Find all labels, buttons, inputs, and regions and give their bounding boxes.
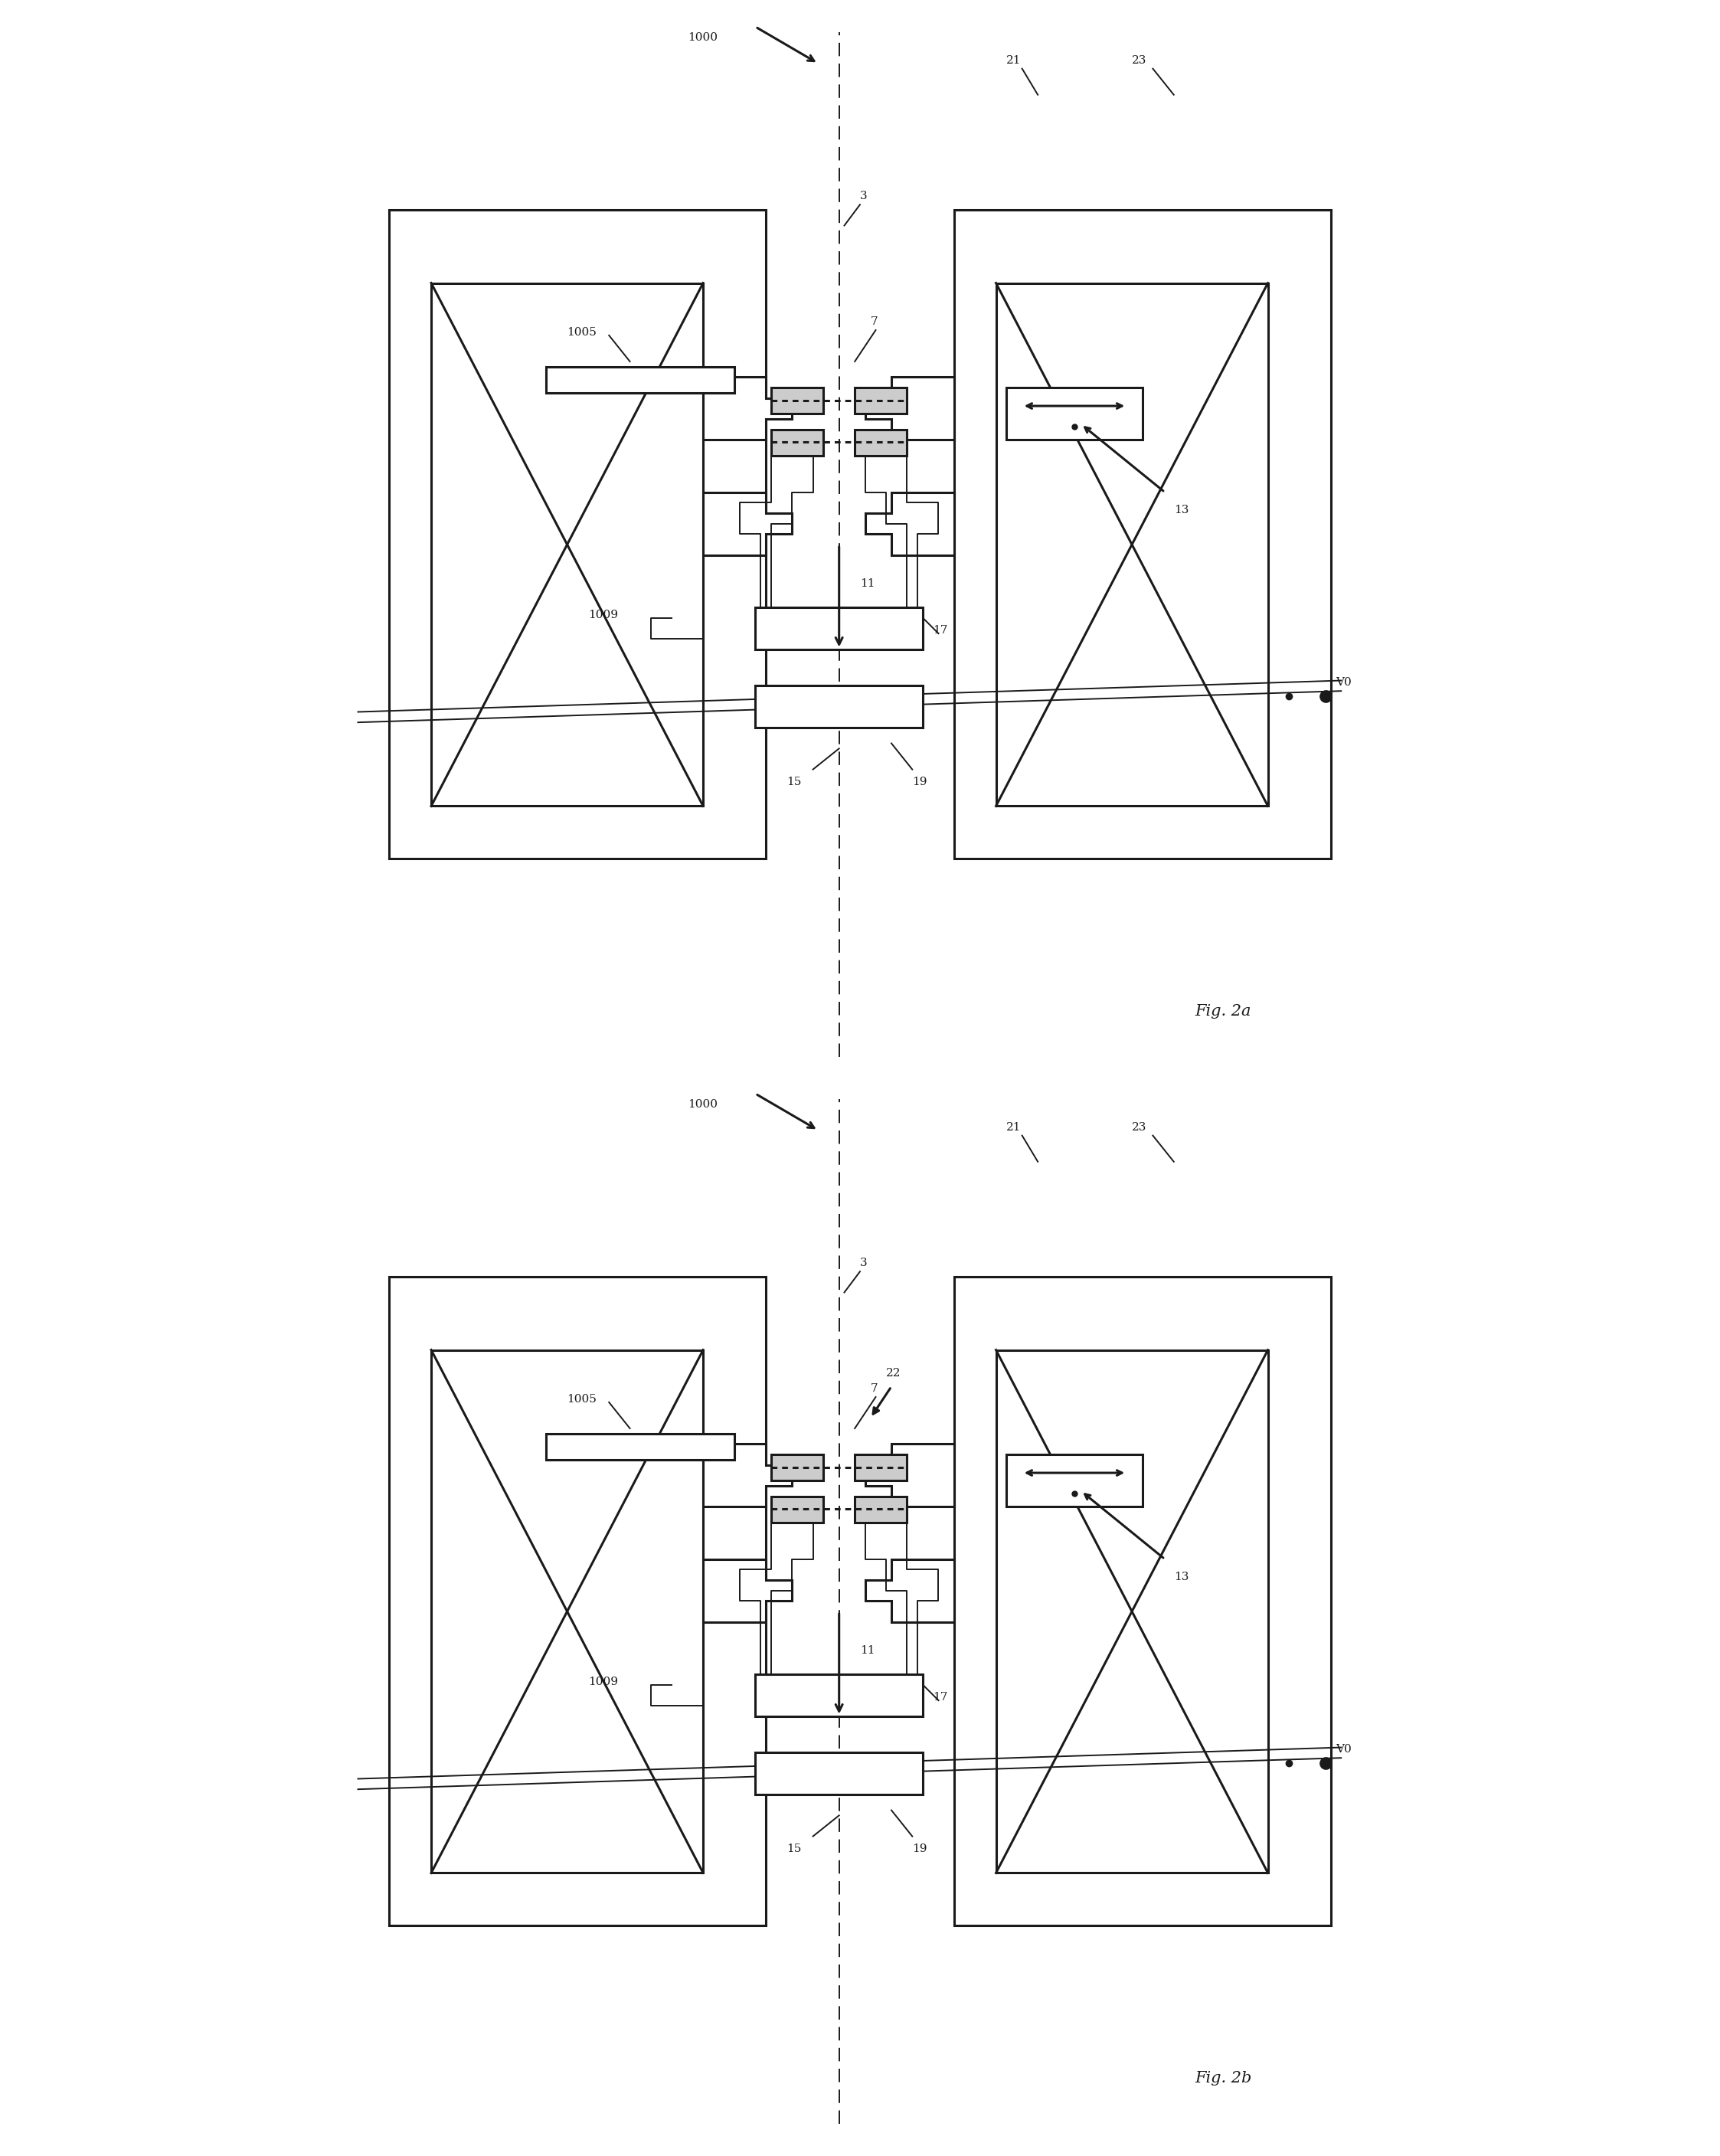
Text: Fig. 2a: Fig. 2a xyxy=(1195,1005,1250,1018)
Text: 19: 19 xyxy=(912,776,927,787)
Text: 13: 13 xyxy=(1173,1572,1189,1583)
Bar xyxy=(1006,1455,1142,1507)
Bar xyxy=(755,686,922,727)
Text: 1005: 1005 xyxy=(568,1393,597,1404)
Text: 1009: 1009 xyxy=(588,610,617,621)
Bar xyxy=(547,1434,734,1460)
Polygon shape xyxy=(703,492,791,554)
Polygon shape xyxy=(865,377,955,440)
Text: 13: 13 xyxy=(1173,505,1189,515)
Bar xyxy=(755,1675,922,1716)
Bar xyxy=(771,1496,824,1522)
Bar xyxy=(755,1753,922,1794)
Bar xyxy=(389,1276,765,1925)
Text: 7: 7 xyxy=(870,1384,877,1395)
Bar xyxy=(855,1496,906,1522)
Text: 23: 23 xyxy=(1132,1121,1147,1132)
Text: 11: 11 xyxy=(860,578,875,589)
Bar xyxy=(855,388,906,414)
Text: 3: 3 xyxy=(860,192,867,203)
Text: 11: 11 xyxy=(860,1645,875,1656)
Bar xyxy=(955,1276,1331,1925)
Text: 15: 15 xyxy=(786,776,802,787)
Polygon shape xyxy=(703,1445,791,1507)
Bar xyxy=(996,282,1268,806)
Bar xyxy=(1006,388,1142,440)
Text: 19: 19 xyxy=(912,1843,927,1854)
Polygon shape xyxy=(865,1559,955,1621)
Text: 22: 22 xyxy=(886,1367,901,1378)
Text: 1005: 1005 xyxy=(568,328,597,338)
Bar xyxy=(996,1350,1268,1874)
Bar xyxy=(547,367,734,392)
Polygon shape xyxy=(703,1559,791,1621)
Text: 15: 15 xyxy=(786,1843,802,1854)
Polygon shape xyxy=(865,492,955,554)
Text: 17: 17 xyxy=(934,625,948,636)
Bar xyxy=(955,209,1331,858)
Polygon shape xyxy=(865,1445,955,1507)
Bar xyxy=(855,429,906,455)
Text: 3: 3 xyxy=(860,1257,867,1268)
Text: 7: 7 xyxy=(870,317,877,328)
Text: 1000: 1000 xyxy=(688,32,717,43)
Text: 21: 21 xyxy=(1006,54,1022,65)
Text: 23: 23 xyxy=(1132,54,1147,65)
Polygon shape xyxy=(703,377,791,440)
Bar xyxy=(389,209,765,858)
Bar xyxy=(432,1350,703,1874)
Text: 17: 17 xyxy=(934,1692,948,1703)
Bar xyxy=(771,429,824,455)
Text: 1000: 1000 xyxy=(688,1100,717,1110)
Bar xyxy=(855,1455,906,1481)
Text: 21: 21 xyxy=(1006,1121,1022,1132)
Text: V0: V0 xyxy=(1336,677,1352,688)
Text: Fig. 2b: Fig. 2b xyxy=(1195,2070,1252,2085)
Text: V0: V0 xyxy=(1336,1744,1352,1755)
Text: 1009: 1009 xyxy=(588,1675,617,1686)
Bar xyxy=(771,1455,824,1481)
Bar xyxy=(755,608,922,649)
Bar xyxy=(432,282,703,806)
Bar xyxy=(771,388,824,414)
